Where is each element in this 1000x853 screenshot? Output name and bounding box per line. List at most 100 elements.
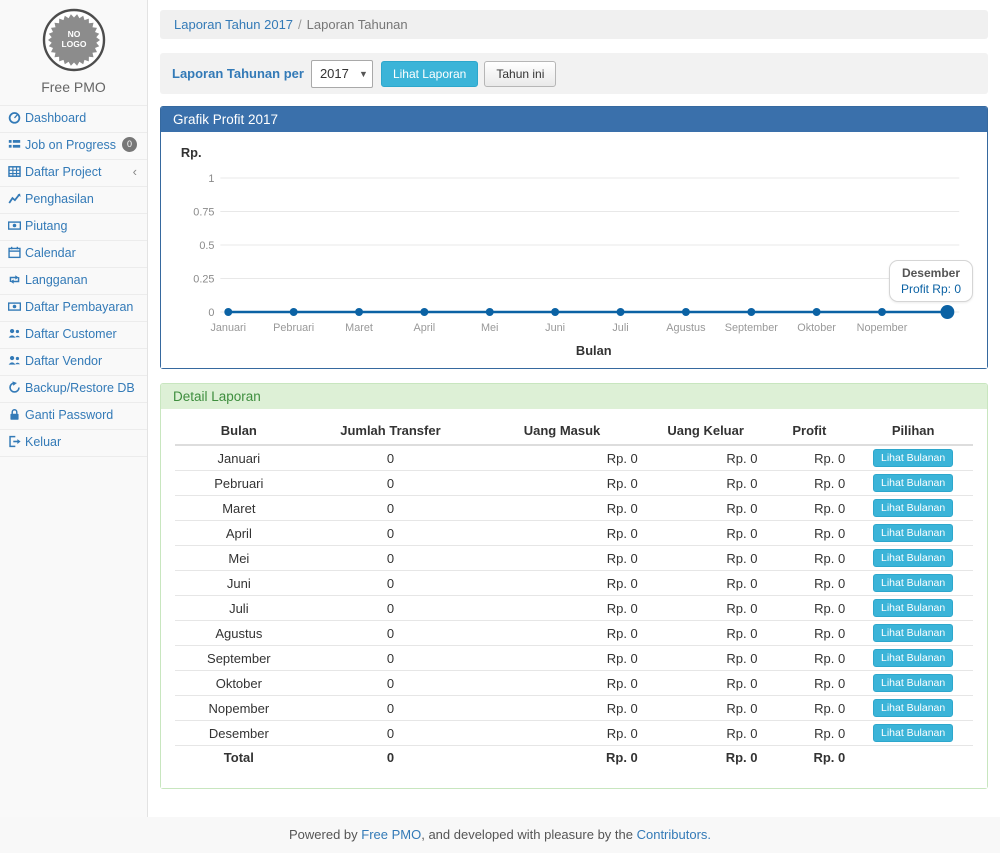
lihat-bulanan-button[interactable]: Lihat Bulanan [873,474,954,492]
table-row: Januari 0 Rp. 0 Rp. 0 Rp. 0 Lihat Bulanan [175,444,973,471]
cell-pilihan: Lihat Bulanan [853,620,973,646]
users-icon [8,354,23,371]
cell-keluar: Rp. 0 [645,695,766,721]
svg-text:Bulan: Bulan [576,343,612,358]
lihat-bulanan-button[interactable]: Lihat Bulanan [873,699,954,717]
svg-text:Nopember: Nopember [857,322,908,334]
cell-bulan: Agustus [175,620,303,646]
sidebar-item-daftar-project[interactable]: Daftar Project ‹ [0,160,147,187]
tooltip-month: Desember [901,266,960,280]
total-transfer: 0 [302,745,479,770]
cell-keluar: Rp. 0 [645,720,766,746]
sidebar-item-backup-restore-db[interactable]: Backup/Restore DB [0,376,147,403]
cell-transfer: 0 [302,495,479,521]
lihat-laporan-button[interactable]: Lihat Laporan [380,60,479,87]
chart-tooltip: Desember Profit Rp: 0 [888,260,973,302]
tooltip-value: Profit Rp: 0 [900,282,961,296]
cell-transfer: 0 [302,595,479,621]
cell-masuk: Rp. 0 [478,695,646,721]
total-masuk: Rp. 0 [478,745,646,770]
cell-masuk: Rp. 0 [478,620,646,646]
breadcrumb-link-laporan-tahun[interactable]: Laporan Tahun 2017 [174,17,294,32]
cell-bulan: Januari [175,444,303,471]
svg-text:0: 0 [208,307,214,319]
cell-profit: Rp. 0 [765,444,854,471]
sidebar-item-label: Daftar Customer [25,327,117,341]
sidebar-item-langganan[interactable]: Langganan [0,268,147,295]
sidebar-item-daftar-customer[interactable]: Daftar Customer [0,322,147,349]
list-icon [8,138,23,155]
cell-profit: Rp. 0 [765,645,854,671]
sidebar-menu: Dashboard Job on Progress 0 Daftar Project ‹… [0,105,147,457]
sidebar-item-ganti-password[interactable]: Ganti Password [0,403,147,430]
brand-name: Free PMO [41,79,106,95]
svg-text:Pebruari: Pebruari [273,322,314,334]
total-empty-cell [853,745,973,770]
lihat-bulanan-button[interactable]: Lihat Bulanan [873,649,954,667]
column-header: Jumlah Transfer [302,417,479,446]
cell-keluar: Rp. 0 [645,495,766,521]
detail-report-panel: Detail Laporan Bulan Jumlah Transfer Uang … [160,383,988,789]
cell-masuk: Rp. 0 [478,470,646,496]
chart-panel-title: Grafik Profit 2017 [161,107,987,132]
cell-keluar: Rp. 0 [645,470,766,496]
cell-bulan: Mei [175,545,303,571]
breadcrumb: Laporan Tahun 2017 / Laporan Tahunan [160,10,988,39]
money-icon [7,219,23,236]
cell-bulan: April [175,520,303,546]
sidebar-item-label: Piutang [25,219,68,233]
chart-body: Rp. 1 0.75 0.5 0.25 0 Januari Pebruari Maret Apri… [161,132,987,368]
users-icon [8,327,23,344]
lihat-bulanan-button[interactable]: Lihat Bulanan [873,574,954,592]
gauge-icon [8,111,23,128]
cell-keluar: Rp. 0 [645,520,766,546]
sidebar-item-label: Calendar [25,246,76,260]
cell-masuk: Rp. 0 [478,520,646,546]
lihat-bulanan-button[interactable]: Lihat Bulanan [873,499,954,517]
cell-bulan: Desember [175,720,303,746]
table-row: Juni 0 Rp. 0 Rp. 0 Rp. 0 Lihat Bulanan [175,570,973,596]
cell-bulan: Nopember [175,695,303,721]
lihat-bulanan-button[interactable]: Lihat Bulanan [873,549,954,567]
table-header-row: Bulan Jumlah Transfer Uang Masuk Uang Kelua… [175,417,973,446]
lihat-bulanan-button[interactable]: Lihat Bulanan [873,674,954,692]
lihat-bulanan-button[interactable]: Lihat Bulanan [873,624,954,642]
table-row: Maret 0 Rp. 0 Rp. 0 Rp. 0 Lihat Bulanan [175,495,973,521]
free-pmo-link[interactable]: Free PMO [361,827,422,842]
sidebar-item-calendar[interactable]: Calendar [0,241,147,268]
sidebar-item-daftar-pembayaran[interactable]: Daftar Pembayaran [0,295,147,322]
logo-box: NO LOGO Free PMO [0,0,147,105]
cell-masuk: Rp. 0 [478,595,646,621]
cell-keluar: Rp. 0 [645,645,766,671]
cell-profit: Rp. 0 [765,570,854,596]
lihat-bulanan-button[interactable]: Lihat Bulanan [873,449,954,467]
cell-profit: Rp. 0 [765,595,854,621]
lihat-bulanan-button[interactable]: Lihat Bulanan [873,599,954,617]
contributors-link[interactable]: Contributors. [636,827,712,842]
page-layout: NO LOGO Free PMO Dashboard Job on Progres… [0,0,988,817]
cell-pilihan: Lihat Bulanan [853,570,973,596]
sidebar-item-piutang[interactable]: Piutang [0,214,147,241]
sidebar-item-label: Dashboard [25,111,87,125]
sidebar-item-dashboard[interactable]: Dashboard [0,105,147,133]
footer-prefix: Powered by [288,827,362,842]
no-logo-image: NO LOGO [42,8,105,72]
svg-text:0.5: 0.5 [199,240,214,252]
report-filter-bar: Laporan Tahunan per 2017 ▼ Lihat Laporan… [160,53,988,94]
svg-text:1: 1 [208,173,214,185]
lihat-bulanan-button[interactable]: Lihat Bulanan [873,524,954,542]
cell-masuk: Rp. 0 [478,495,646,521]
sidebar-item-job-on-progress[interactable]: Job on Progress 0 [0,133,147,160]
sidebar-item-label: Langganan [25,273,88,287]
year-select[interactable]: 2017 [310,59,373,88]
tahun-ini-button[interactable]: Tahun ini [484,60,557,87]
lihat-bulanan-button[interactable]: Lihat Bulanan [873,724,954,742]
cell-pilihan: Lihat Bulanan [853,545,973,571]
cell-transfer: 0 [302,444,479,471]
table-row: Mei 0 Rp. 0 Rp. 0 Rp. 0 Lihat Bulanan [175,545,973,571]
cell-pilihan: Lihat Bulanan [853,645,973,671]
sidebar-item-penghasilan[interactable]: Penghasilan [0,187,147,214]
sidebar-item-daftar-vendor[interactable]: Daftar Vendor [0,349,147,376]
sidebar-item-keluar[interactable]: Keluar [0,430,147,457]
count-badge: 0 [122,137,137,152]
